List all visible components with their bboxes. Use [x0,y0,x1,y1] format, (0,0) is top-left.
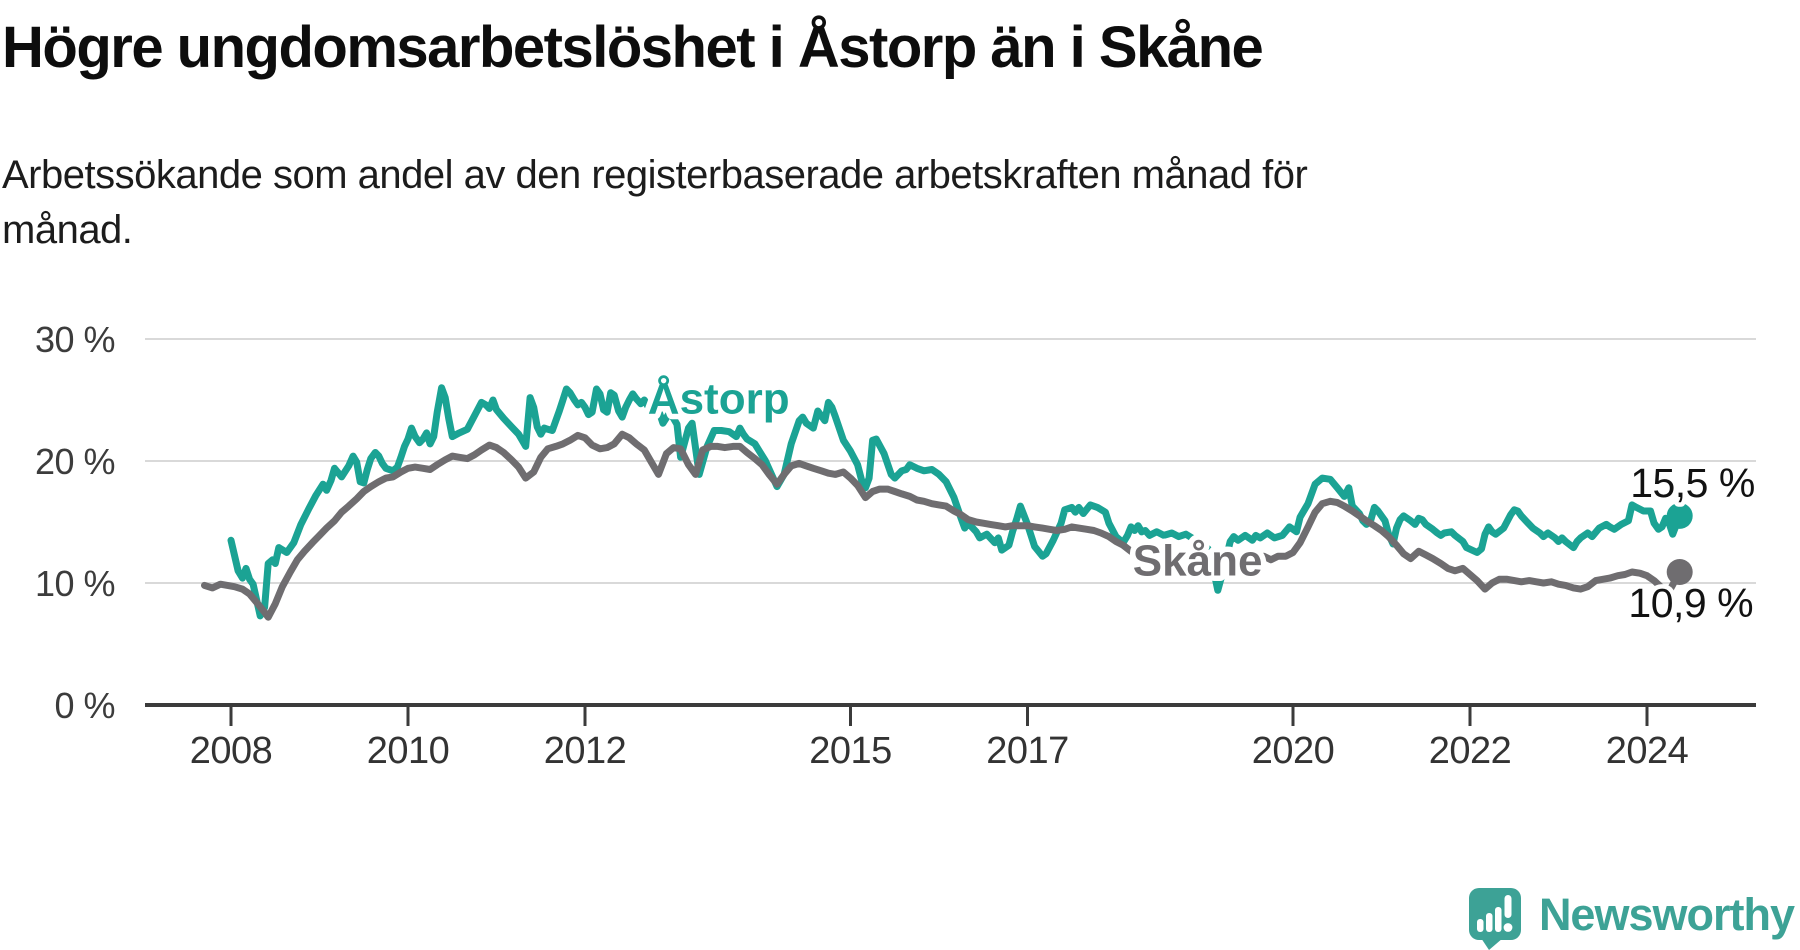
astorp-series-label: Åstorp [648,374,790,423]
skane-end-dot [1666,559,1693,585]
gridlines-and-y-labels: 30 % 20 % 10 % 0 % [35,319,1756,726]
page-title: Högre ungdomsarbetslöshet i Åstorp än i … [2,15,1264,80]
subtitle-line-1: Arbetssökande som andel av den registerb… [2,153,1308,197]
series-lines [201,384,1693,621]
x-tick-label-2024: 2024 [1606,730,1689,772]
brand-footer: Newsworthy [1467,886,1795,950]
logo-bar-2 [1485,913,1493,932]
skane-series-label: Skåne [1133,537,1263,586]
brand-name: Newsworthy [1538,889,1795,940]
y-tick-label-30: 30 % [35,319,115,360]
y-tick-label-0: 0 % [54,685,115,726]
logo-exclamation-dot [1503,923,1513,932]
x-tick-label-2017: 2017 [986,730,1069,772]
astorp-end-value-label: 15,5 % [1630,460,1755,506]
x-tick-label-2022: 2022 [1429,730,1512,772]
astorp-end-dot [1666,502,1693,529]
logo-bar-3 [1494,907,1502,932]
skane-end-value-label: 10,9 % [1628,580,1753,626]
newsworthy-logo-icon [1468,888,1521,950]
logo-exclamation-bar [1504,895,1512,918]
skane-line [201,430,1684,621]
x-tick-label-2010: 2010 [367,730,450,772]
subtitle-line-2: månad. [2,208,133,252]
x-tick-label-2012: 2012 [544,730,627,772]
x-tick-label-2015: 2015 [809,730,892,772]
x-tick-label-2020: 2020 [1252,730,1335,772]
y-tick-label-10: 10 % [35,563,115,604]
chart-labels: Åstorp 15,5 % Skåne 10,9 % [642,369,1760,631]
y-tick-label-20: 20 % [35,441,115,482]
chart-subtitle: Arbetssökande som andel av den registerb… [2,148,1502,258]
astorp-line [227,384,1684,620]
x-tick-label-2008: 2008 [190,730,273,772]
logo-bar-1 [1476,919,1484,932]
speech-bubble-tail [1480,938,1503,950]
x-axis: 2008 2010 2012 2015 2017 2020 2022 2024 [145,703,1756,772]
